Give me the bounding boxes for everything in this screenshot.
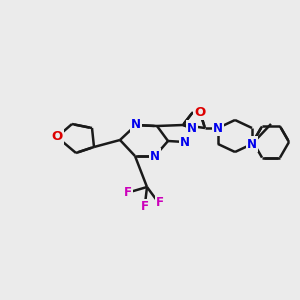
- Text: N: N: [180, 136, 190, 148]
- Text: F: F: [156, 196, 164, 208]
- Text: O: O: [51, 130, 63, 143]
- Text: N: N: [131, 118, 141, 131]
- Text: N: N: [247, 137, 257, 151]
- Text: N: N: [187, 122, 197, 134]
- Text: N: N: [213, 122, 223, 134]
- Text: O: O: [194, 106, 206, 118]
- Text: N: N: [150, 149, 160, 163]
- Text: F: F: [141, 200, 149, 214]
- Text: F: F: [124, 185, 132, 199]
